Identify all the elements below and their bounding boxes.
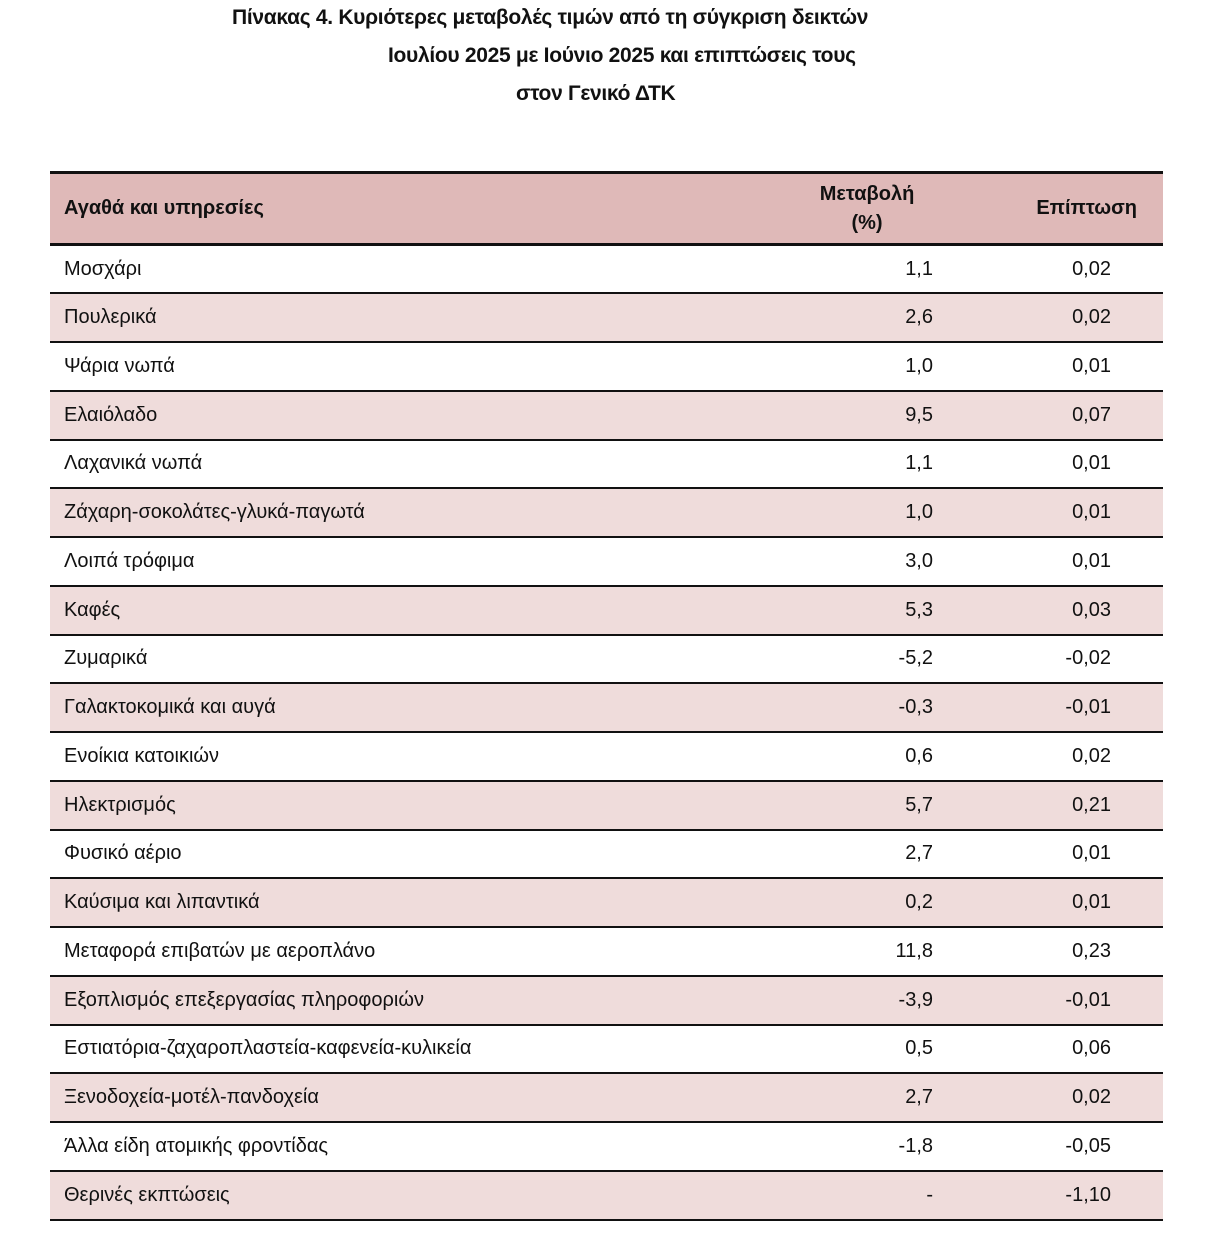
row-impact: 0,07 xyxy=(937,390,1163,441)
row-impact: 0,01 xyxy=(937,878,1163,928)
table-row: Καφές 5,3 0,03 xyxy=(50,585,1163,636)
table-row: Ενοίκια κατοικιών 0,6 0,02 xyxy=(50,732,1163,782)
row-name: Καύσιμα και λιπαντικά xyxy=(50,878,797,928)
row-impact: -0,02 xyxy=(937,634,1163,685)
row-name: Θερινές εκπτώσεις xyxy=(50,1170,797,1221)
row-change: 0,5 xyxy=(797,1024,937,1075)
table-title-line-3: στον Γενικό ΔΤΚ xyxy=(516,82,676,105)
row-impact: 0,21 xyxy=(937,780,1163,831)
row-impact: 0,02 xyxy=(937,244,1163,295)
row-impact: 0,03 xyxy=(937,585,1163,636)
table-row: Άλλα είδη ατομικής φροντίδας -1,8 -0,05 xyxy=(50,1122,1163,1172)
row-change: 5,7 xyxy=(797,780,937,831)
row-impact: 0,02 xyxy=(937,1073,1163,1123)
row-impact: 0,23 xyxy=(937,927,1163,977)
row-impact: 0,01 xyxy=(937,829,1163,880)
row-name: Ξενοδοχεία-μοτέλ-πανδοχεία xyxy=(50,1073,797,1123)
table-row: Ξενοδοχεία-μοτέλ-πανδοχεία 2,7 0,02 xyxy=(50,1073,1163,1123)
row-impact: 0,01 xyxy=(937,537,1163,587)
row-impact: -0,01 xyxy=(937,975,1163,1026)
table-row: Γαλακτοκομικά και αυγά -0,3 -0,01 xyxy=(50,683,1163,733)
table-row: Μοσχάρι 1,1 0,02 xyxy=(50,244,1163,295)
row-name: Πουλερικά xyxy=(50,293,797,343)
header-goods-services: Αγαθά και υπηρεσίες xyxy=(50,171,797,246)
row-change: 1,0 xyxy=(797,488,937,538)
row-name: Μεταφορά επιβατών με αεροπλάνο xyxy=(50,927,797,977)
table-title-line-2: Ιουλίου 2025 με Ιούνιο 2025 και επιπτώσε… xyxy=(388,44,856,67)
table-row: Ηλεκτρισμός 5,7 0,21 xyxy=(50,780,1163,831)
row-change: -0,3 xyxy=(797,683,937,733)
row-impact: -0,05 xyxy=(937,1122,1163,1172)
table-row: Ζάχαρη-σοκολάτες-γλυκά-παγωτά 1,0 0,01 xyxy=(50,488,1163,538)
row-change: -1,8 xyxy=(797,1122,937,1172)
row-change: 2,7 xyxy=(797,829,937,880)
header-change-label: Μεταβολή xyxy=(819,182,915,205)
table-title-line-1: Πίνακας 4. Κυριότερες μεταβολές τιμών απ… xyxy=(232,6,869,29)
row-change: 1,1 xyxy=(797,439,937,490)
row-name: Λαχανικά νωπά xyxy=(50,439,797,490)
table-row: Ζυμαρικά -5,2 -0,02 xyxy=(50,634,1163,685)
table-row: Φυσικό αέριο 2,7 0,01 xyxy=(50,829,1163,880)
row-name: Καφές xyxy=(50,585,797,636)
row-change: -3,9 xyxy=(797,975,937,1026)
row-name: Ελαιόλαδο xyxy=(50,390,797,441)
row-impact: -0,01 xyxy=(937,683,1163,733)
row-name: Λοιπά τρόφιμα xyxy=(50,537,797,587)
table-row: Ελαιόλαδο 9,5 0,07 xyxy=(50,390,1163,441)
row-change: - xyxy=(797,1170,937,1221)
table-row: Θερινές εκπτώσεις - -1,10 xyxy=(50,1170,1163,1221)
row-impact: 0,02 xyxy=(937,732,1163,782)
table-row: Λαχανικά νωπά 1,1 0,01 xyxy=(50,439,1163,490)
row-change: 9,5 xyxy=(797,390,937,441)
row-change: 11,8 xyxy=(797,927,937,977)
row-change: 1,1 xyxy=(797,244,937,295)
row-name: Μοσχάρι xyxy=(50,244,797,295)
row-name: Άλλα είδη ατομικής φροντίδας xyxy=(50,1122,797,1172)
table-row: Πουλερικά 2,6 0,02 xyxy=(50,293,1163,343)
table-row: Καύσιμα και λιπαντικά 0,2 0,01 xyxy=(50,878,1163,928)
table-row: Λοιπά τρόφιμα 3,0 0,01 xyxy=(50,537,1163,587)
row-name: Γαλακτοκομικά και αυγά xyxy=(50,683,797,733)
row-name: Φυσικό αέριο xyxy=(50,829,797,880)
row-change: 2,7 xyxy=(797,1073,937,1123)
price-changes-table: Αγαθά και υπηρεσίες Μεταβολή (%) Επίπτωση… xyxy=(50,171,1163,1221)
table-row: Ψάρια νωπά 1,0 0,01 xyxy=(50,342,1163,392)
header-row: Αγαθά και υπηρεσίες Μεταβολή (%) Επίπτωση xyxy=(50,171,1163,246)
row-name: Ψάρια νωπά xyxy=(50,342,797,392)
header-impact: Επίπτωση xyxy=(937,171,1163,246)
row-name: Ενοίκια κατοικιών xyxy=(50,732,797,782)
header-change-unit: (%) xyxy=(851,211,883,234)
row-name: Ζυμαρικά xyxy=(50,634,797,685)
row-change: 2,6 xyxy=(797,293,937,343)
table-row: Εξοπλισμός επεξεργασίας πληροφοριών -3,9-… xyxy=(50,975,1163,1026)
row-name: Ζάχαρη-σοκολάτες-γλυκά-παγωτά xyxy=(50,488,797,538)
row-impact: -1,10 xyxy=(937,1170,1163,1221)
row-impact: 0,01 xyxy=(937,488,1163,538)
row-name: Εξοπλισμός επεξεργασίας πληροφοριών xyxy=(50,975,797,1026)
row-name: Ηλεκτρισμός xyxy=(50,780,797,831)
table-row: Εστιατόρια-ζαχαροπλαστεία-καφενεία-κυλικ… xyxy=(50,1024,1163,1075)
row-impact: 0,02 xyxy=(937,293,1163,343)
row-change: 0,6 xyxy=(797,732,937,782)
table-row: Μεταφορά επιβατών με αεροπλάνο 11,8 0,23 xyxy=(50,927,1163,977)
header-change: Μεταβολή (%) xyxy=(797,171,937,246)
row-change: 1,0 xyxy=(797,342,937,392)
row-change: -5,2 xyxy=(797,634,937,685)
row-change: 0,2 xyxy=(797,878,937,928)
row-change: 5,3 xyxy=(797,585,937,636)
row-impact: 0,06 xyxy=(937,1024,1163,1075)
row-change: 3,0 xyxy=(797,537,937,587)
row-impact: 0,01 xyxy=(937,439,1163,490)
row-name: Εστιατόρια-ζαχαροπλαστεία-καφενεία-κυλικ… xyxy=(50,1024,797,1075)
row-impact: 0,01 xyxy=(937,342,1163,392)
